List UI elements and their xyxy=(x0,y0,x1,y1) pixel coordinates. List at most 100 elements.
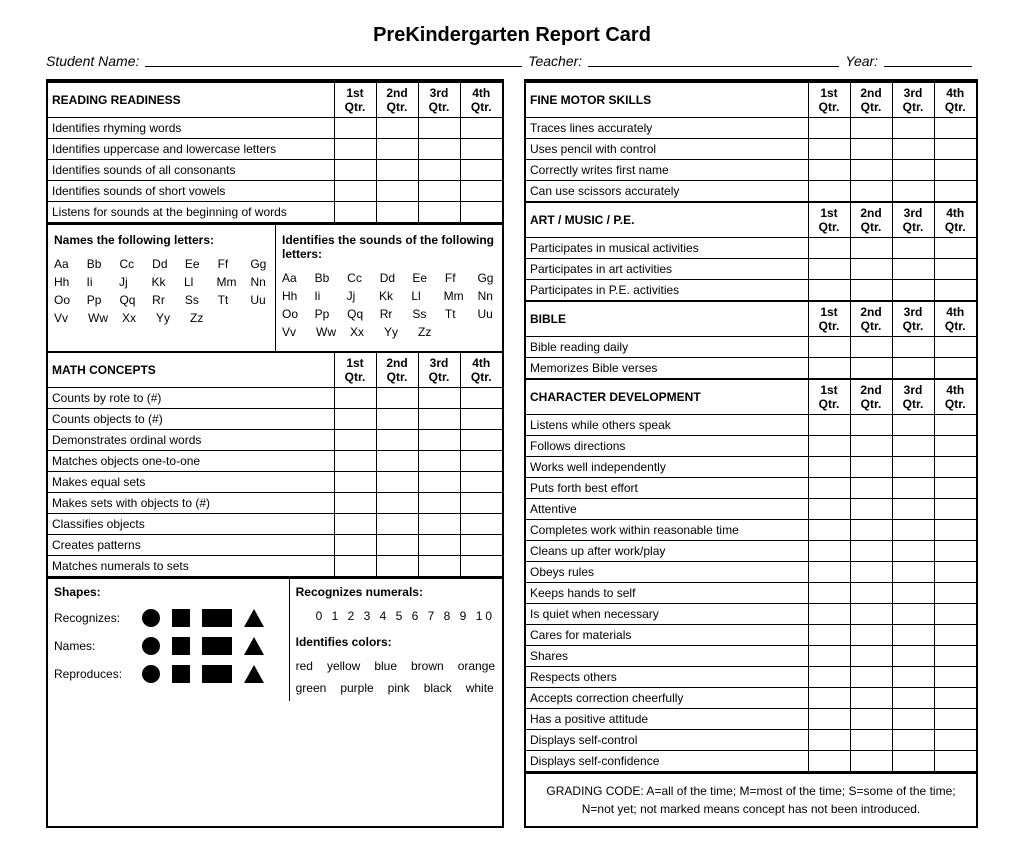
grade-cell[interactable] xyxy=(808,688,850,709)
grade-cell[interactable] xyxy=(418,181,460,202)
grade-cell[interactable] xyxy=(808,160,850,181)
grade-cell[interactable] xyxy=(808,259,850,280)
grade-cell[interactable] xyxy=(850,139,892,160)
grade-cell[interactable] xyxy=(850,478,892,499)
grade-cell[interactable] xyxy=(934,160,976,181)
grade-cell[interactable] xyxy=(934,730,976,751)
grade-cell[interactable] xyxy=(460,514,502,535)
grade-cell[interactable] xyxy=(334,181,376,202)
grade-cell[interactable] xyxy=(418,118,460,139)
grade-cell[interactable] xyxy=(850,730,892,751)
grade-cell[interactable] xyxy=(850,541,892,562)
grade-cell[interactable] xyxy=(376,535,418,556)
grade-cell[interactable] xyxy=(934,583,976,604)
grade-cell[interactable] xyxy=(892,667,934,688)
grade-cell[interactable] xyxy=(892,625,934,646)
grade-cell[interactable] xyxy=(850,160,892,181)
grade-cell[interactable] xyxy=(934,646,976,667)
grade-cell[interactable] xyxy=(892,160,934,181)
grade-cell[interactable] xyxy=(850,259,892,280)
grade-cell[interactable] xyxy=(808,415,850,436)
grade-cell[interactable] xyxy=(850,604,892,625)
grade-cell[interactable] xyxy=(808,541,850,562)
grade-cell[interactable] xyxy=(460,430,502,451)
grade-cell[interactable] xyxy=(460,409,502,430)
grade-cell[interactable] xyxy=(376,430,418,451)
grade-cell[interactable] xyxy=(460,388,502,409)
grade-cell[interactable] xyxy=(376,556,418,577)
grade-cell[interactable] xyxy=(892,688,934,709)
grade-cell[interactable] xyxy=(934,520,976,541)
grade-cell[interactable] xyxy=(418,493,460,514)
grade-cell[interactable] xyxy=(808,667,850,688)
grade-cell[interactable] xyxy=(808,118,850,139)
grade-cell[interactable] xyxy=(850,181,892,203)
grade-cell[interactable] xyxy=(376,514,418,535)
grade-cell[interactable] xyxy=(808,583,850,604)
grade-cell[interactable] xyxy=(460,451,502,472)
grade-cell[interactable] xyxy=(934,478,976,499)
grade-cell[interactable] xyxy=(934,457,976,478)
grade-cell[interactable] xyxy=(808,499,850,520)
grade-cell[interactable] xyxy=(850,709,892,730)
grade-cell[interactable] xyxy=(892,436,934,457)
grade-cell[interactable] xyxy=(934,118,976,139)
grade-cell[interactable] xyxy=(418,514,460,535)
grade-cell[interactable] xyxy=(892,646,934,667)
grade-cell[interactable] xyxy=(934,541,976,562)
grade-cell[interactable] xyxy=(376,118,418,139)
grade-cell[interactable] xyxy=(376,451,418,472)
grade-cell[interactable] xyxy=(460,535,502,556)
grade-cell[interactable] xyxy=(850,358,892,380)
grade-cell[interactable] xyxy=(850,520,892,541)
grade-cell[interactable] xyxy=(892,604,934,625)
grade-cell[interactable] xyxy=(334,556,376,577)
grade-cell[interactable] xyxy=(418,472,460,493)
grade-cell[interactable] xyxy=(334,493,376,514)
grade-cell[interactable] xyxy=(418,451,460,472)
grade-cell[interactable] xyxy=(460,160,502,181)
grade-cell[interactable] xyxy=(934,415,976,436)
grade-cell[interactable] xyxy=(934,436,976,457)
grade-cell[interactable] xyxy=(892,181,934,203)
grade-cell[interactable] xyxy=(376,160,418,181)
grade-cell[interactable] xyxy=(850,238,892,259)
grade-cell[interactable] xyxy=(892,751,934,772)
grade-cell[interactable] xyxy=(850,337,892,358)
grade-cell[interactable] xyxy=(376,202,418,223)
grade-cell[interactable] xyxy=(460,139,502,160)
grade-cell[interactable] xyxy=(334,472,376,493)
grade-cell[interactable] xyxy=(460,202,502,223)
grade-cell[interactable] xyxy=(334,535,376,556)
grade-cell[interactable] xyxy=(892,280,934,302)
grade-cell[interactable] xyxy=(334,118,376,139)
grade-cell[interactable] xyxy=(808,478,850,499)
grade-cell[interactable] xyxy=(850,751,892,772)
grade-cell[interactable] xyxy=(418,556,460,577)
grade-cell[interactable] xyxy=(934,562,976,583)
grade-cell[interactable] xyxy=(850,583,892,604)
grade-cell[interactable] xyxy=(418,535,460,556)
grade-cell[interactable] xyxy=(808,436,850,457)
grade-cell[interactable] xyxy=(850,562,892,583)
grade-cell[interactable] xyxy=(892,583,934,604)
grade-cell[interactable] xyxy=(808,337,850,358)
grade-cell[interactable] xyxy=(808,625,850,646)
grade-cell[interactable] xyxy=(460,472,502,493)
grade-cell[interactable] xyxy=(892,259,934,280)
grade-cell[interactable] xyxy=(376,388,418,409)
grade-cell[interactable] xyxy=(850,646,892,667)
grade-cell[interactable] xyxy=(376,409,418,430)
grade-cell[interactable] xyxy=(850,415,892,436)
grade-cell[interactable] xyxy=(850,688,892,709)
grade-cell[interactable] xyxy=(808,238,850,259)
grade-cell[interactable] xyxy=(934,181,976,203)
grade-cell[interactable] xyxy=(808,280,850,302)
grade-cell[interactable] xyxy=(934,499,976,520)
grade-cell[interactable] xyxy=(334,160,376,181)
grade-cell[interactable] xyxy=(808,181,850,203)
grade-cell[interactable] xyxy=(808,520,850,541)
grade-cell[interactable] xyxy=(376,139,418,160)
grade-cell[interactable] xyxy=(934,667,976,688)
grade-cell[interactable] xyxy=(418,409,460,430)
